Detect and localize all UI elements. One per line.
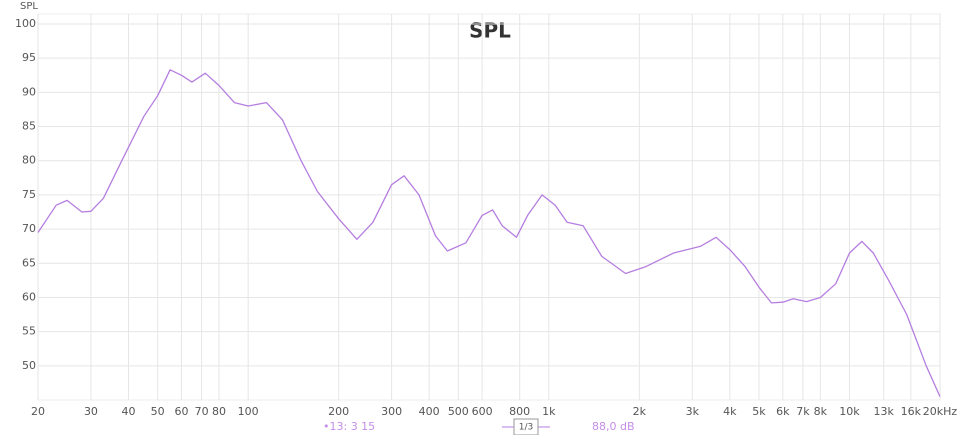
x-tick-label: 30	[84, 405, 98, 418]
y-tick-label: 55	[22, 325, 36, 338]
x-tick-label: 500	[448, 405, 469, 418]
x-tick-label: 8k	[814, 405, 828, 418]
y-tick-label: 100	[15, 17, 36, 30]
y-tick-label: 95	[22, 51, 36, 64]
x-tick-label: 5k	[752, 405, 766, 418]
octave-label[interactable]: 1/3	[519, 423, 533, 433]
x-tick-label: 200	[328, 405, 349, 418]
x-tick-label: 100	[238, 405, 259, 418]
y-tick-label: 85	[22, 120, 36, 133]
x-tick-label: 800	[509, 405, 530, 418]
y-tick-label: 75	[22, 188, 36, 201]
x-tick-label: 4k	[723, 405, 737, 418]
y-tick-label: 90	[22, 85, 36, 98]
x-tick-label: 3k	[686, 405, 700, 418]
x-tick-label: 6k	[776, 405, 790, 418]
y-tick-label: 60	[22, 290, 36, 303]
x-tick-label: 300	[381, 405, 402, 418]
x-tick-label: 40	[122, 405, 136, 418]
level-label[interactable]: 88,0 dB	[592, 420, 635, 433]
chart-title: SPL	[469, 19, 511, 43]
x-tick-label: 400	[419, 405, 440, 418]
x-tick-label: 1k	[542, 405, 556, 418]
x-tick-label: 20kHz	[923, 405, 958, 418]
spl-line	[37, 69, 941, 397]
y-tick-label: 70	[22, 222, 36, 235]
x-tick-label: 16k	[901, 405, 922, 418]
x-tick-label: 60	[174, 405, 188, 418]
smoothing-label[interactable]: •13: 3 15	[323, 420, 375, 433]
x-tick-label: 50	[151, 405, 165, 418]
x-tick-label: 10k	[839, 405, 860, 418]
y-tick-label: 50	[22, 359, 36, 372]
x-tick-label: 13k	[874, 405, 895, 418]
y-tick-label: 80	[22, 154, 36, 167]
x-tick-label: 70	[195, 405, 209, 418]
x-tick-label: 600	[472, 405, 493, 418]
y-axis-label: SPL	[20, 1, 38, 12]
x-tick-label: 20	[31, 405, 45, 418]
y-tick-label: 65	[22, 256, 36, 269]
octave-box[interactable]	[513, 418, 539, 435]
x-tick-label: 2k	[633, 405, 647, 418]
x-tick-label: 7k	[796, 405, 810, 418]
x-tick-label: 80	[212, 405, 226, 418]
